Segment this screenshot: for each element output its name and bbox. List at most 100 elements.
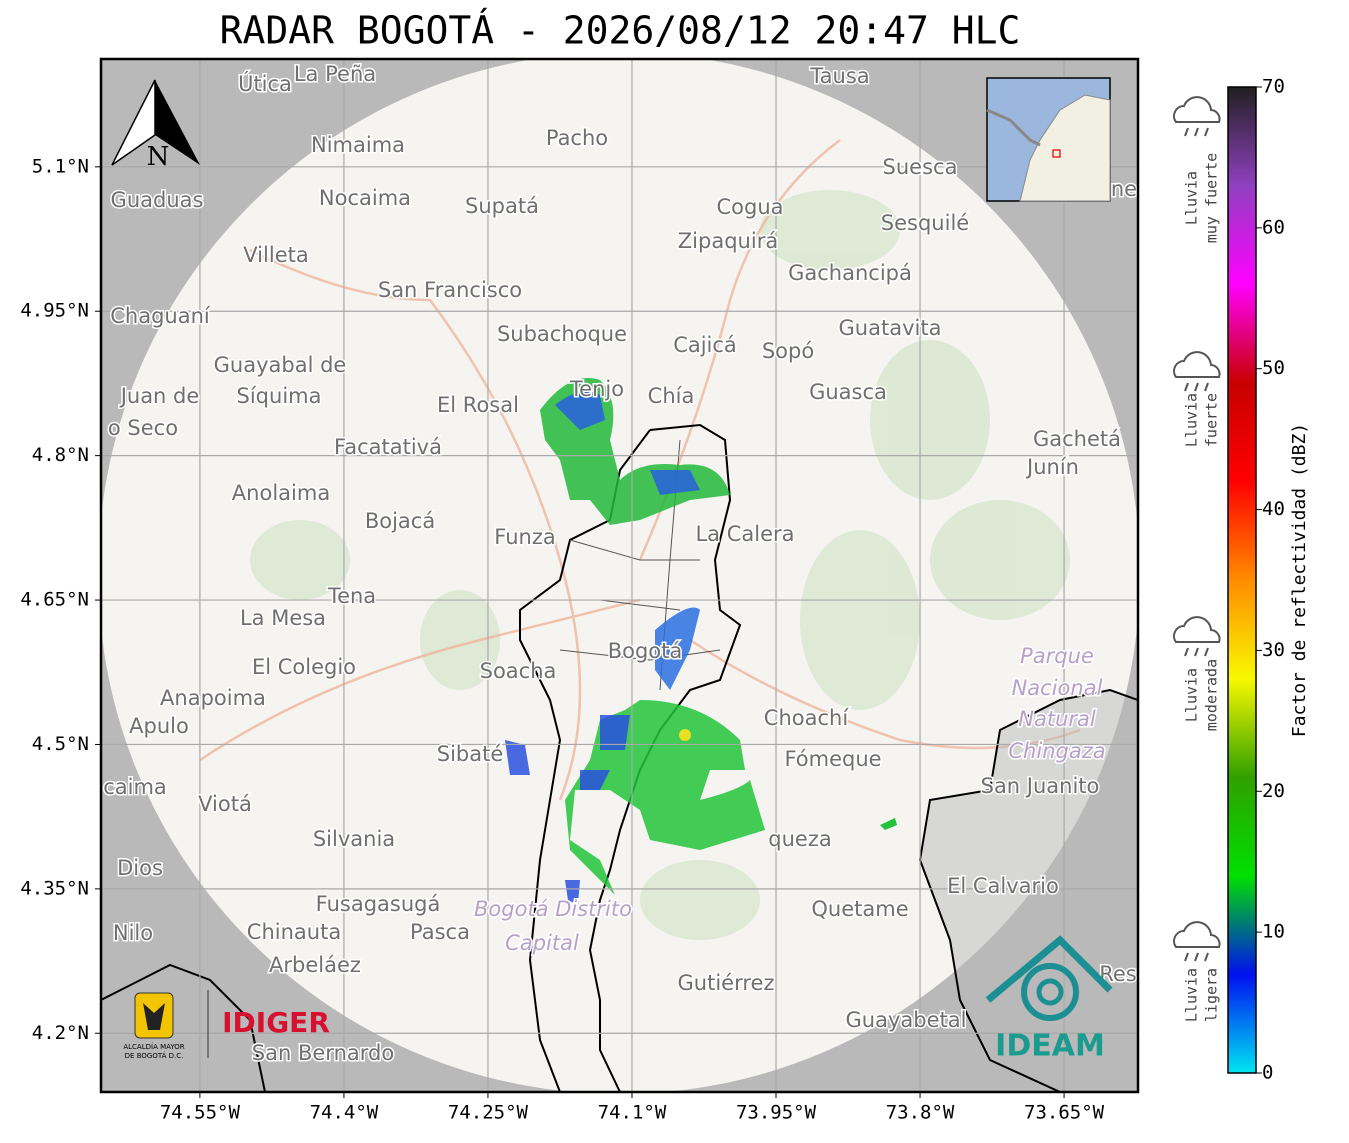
intensity-item: Lluvia ligera (1173, 921, 1221, 1022)
place-label: Anapoima (160, 686, 266, 710)
place-label: Nocaima (319, 186, 411, 210)
place-label: San Francisco (378, 278, 522, 302)
x-tick-label: 74.55°W (160, 1102, 241, 1124)
place-label: Apulo (129, 714, 189, 738)
y-tick-label: 4.5°N (32, 733, 89, 755)
colorbar (1227, 86, 1257, 1074)
place-label: Supatá (465, 194, 539, 218)
place-label: Parque (1020, 644, 1094, 668)
place-label: Silvania (313, 827, 395, 851)
place-label: Bogotá Distrito (474, 897, 632, 921)
place-label: Sibaté (437, 742, 504, 766)
place-label: Sesquilé (881, 211, 969, 235)
place-label: Guayabal de (214, 353, 347, 377)
place-label: Tena (327, 584, 376, 608)
place-label: Síquima (237, 384, 322, 408)
place-label: o Seco (108, 416, 178, 440)
radar-echoes (505, 378, 897, 905)
weather-icon (1173, 921, 1221, 948)
place-label: San Juanito (981, 774, 1100, 798)
x-tick-label: 73.95°W (736, 1102, 817, 1124)
place-label: Fusagasugá (316, 892, 441, 916)
place-label: ne (1111, 177, 1137, 201)
place-label: Útica (238, 71, 292, 96)
place-label: Chinauta (247, 920, 341, 944)
place-label: Nimaima (311, 133, 405, 157)
intensity-label: Lluvia (1183, 668, 1201, 722)
place-label: Gutiérrez (678, 971, 775, 995)
place-label: Guatavita (839, 316, 942, 340)
place-label: Arbeláez (269, 953, 361, 977)
colorbar-tick-label: 10 (1262, 921, 1285, 943)
place-label: Chaguaní (110, 304, 211, 328)
place-label: Gachetá (1033, 427, 1121, 451)
colorbar-label: Factor de reflectividad (dBZ) (1289, 423, 1310, 737)
colorbar-tick-label: 40 (1262, 498, 1285, 520)
weather-icon (1173, 616, 1221, 643)
place-label: Facatativá (334, 435, 442, 459)
y-tick-label: 4.8°N (32, 444, 89, 466)
intensity-label: moderada (1203, 659, 1221, 731)
place-label: Pasca (410, 920, 470, 944)
logo-text: ALCALDÍA MAYOR (123, 1042, 184, 1051)
place-label: Funza (494, 525, 555, 549)
place-label: Zipaquirá (678, 229, 778, 253)
place-label: Guasca (809, 380, 887, 404)
rain-drops (1184, 382, 1209, 392)
place-label: Tenjo (569, 377, 624, 401)
place-label: La Peña (294, 62, 376, 86)
rain-drops (1184, 127, 1209, 137)
y-tick-label: 4.95°N (20, 300, 89, 322)
x-tick-label: 74.4°W (310, 1102, 379, 1124)
intensity-label: muy fuerte (1203, 153, 1221, 243)
place-label: Choachí (764, 706, 850, 730)
place-label: Juan de (119, 384, 200, 408)
inset-map (986, 77, 1111, 202)
logo-ideam: IDEAM (985, 935, 1113, 1064)
logo-bogota: ALCALDÍA MAYOR DE BOGOTÁ D.C. IDIGER (123, 990, 330, 1060)
title: RADAR BOGOTÁ - 2026/08/12 20:47 HLC (220, 9, 1021, 53)
place-label: El Rosal (437, 393, 519, 417)
place-label: El Calvario (947, 874, 1059, 898)
intensity-item: Lluvia moderada (1173, 616, 1221, 731)
place-label: queza (768, 827, 831, 851)
place-label: Bojacá (365, 509, 435, 533)
place-label: Nacional (1012, 676, 1103, 700)
place-label: Capital (505, 931, 579, 955)
colorbar-tick-label: 30 (1262, 639, 1285, 661)
colorbar-tick-label: 50 (1262, 357, 1285, 379)
colorbar-tick-label: 70 (1262, 76, 1285, 98)
intensity-label: Lluvia (1183, 968, 1201, 1022)
place-label: Soacha (480, 659, 557, 683)
place-label: Subachoque (497, 322, 627, 346)
place-label: Sopó (762, 339, 814, 363)
map-frame (99, 57, 1140, 1094)
place-label: Quetame (811, 897, 908, 921)
rain-drops (1184, 952, 1209, 962)
y-tick-label: 4.2°N (32, 1022, 89, 1044)
place-label: Villeta (243, 243, 308, 267)
x-tick-label: 73.65°W (1024, 1102, 1105, 1124)
place-label: La Mesa (240, 606, 326, 630)
weather-icon (1173, 351, 1221, 378)
place-label: Junín (1025, 455, 1079, 479)
x-tick-label: 74.1°W (598, 1102, 667, 1124)
intensity-label: ligera (1203, 968, 1221, 1022)
map: Útica La Peña Tausa Nimaima Pacho Suesca Guadu… (101, 59, 1138, 1092)
x-tick-label: 74.25°W (448, 1102, 529, 1124)
place-label: Nilo (113, 921, 153, 945)
place-label: Tausa (809, 64, 869, 88)
place-label: caima (103, 775, 167, 799)
place-label: Bogotá (608, 639, 683, 663)
place-label: Pacho (546, 126, 608, 150)
intensity-label: Lluvia (1183, 171, 1201, 225)
north-arrow: N (111, 79, 200, 172)
place-label: Fómeque (784, 747, 881, 771)
place-label: Suesca (883, 155, 958, 179)
place-label: La Calera (695, 522, 794, 546)
intensity-label: Lluvia (1183, 393, 1201, 447)
place-label: Cajicá (673, 333, 737, 357)
place-label: Natural (1018, 707, 1096, 731)
logo-text: DE BOGOTÁ D.C. (125, 1051, 184, 1060)
place-label: El Colegio (252, 655, 356, 679)
